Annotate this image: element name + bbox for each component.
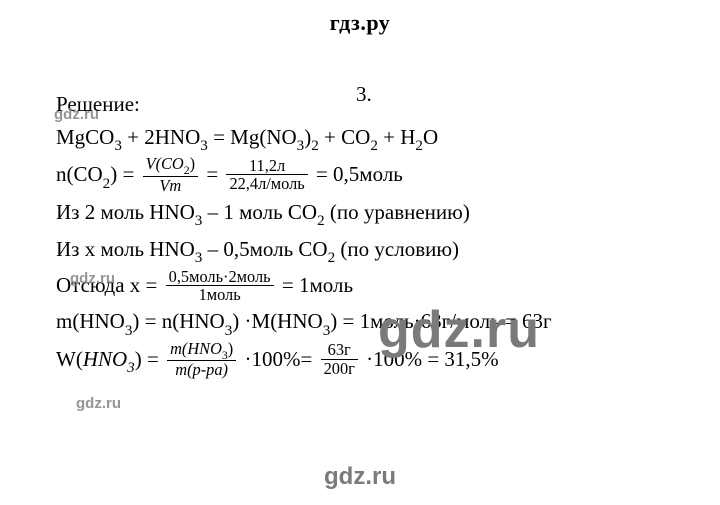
w-line: W(HNO3) = m(HNO3)m(р-ра) ·100%= 63г200г … [56, 342, 676, 381]
txt: 11,2л [226, 157, 307, 174]
watermark-footer: gdz.ru [0, 463, 720, 491]
x-line: Отсюда x = 0,5моль·2моль1моль = 1моль [56, 269, 676, 305]
txt: ) = [110, 162, 139, 186]
sub: 2 [328, 250, 336, 266]
ratio-line-2: Из x моль HNO3 – 0,5моль CO2 (по условию… [56, 233, 676, 270]
txt: = [201, 162, 223, 186]
txt: = Mg(NO [208, 125, 297, 149]
txt: m(HNO [170, 339, 222, 358]
sub: 3 [195, 213, 203, 229]
txt: (по уравнению) [325, 200, 470, 224]
txt: Отсюда x = [56, 273, 163, 297]
watermark-footer-text: gdz.ru [324, 463, 396, 490]
txt: ) ·M(HNO [232, 309, 322, 333]
sub: 3 [125, 323, 133, 339]
txt: ) = [135, 347, 164, 371]
txt: O [423, 125, 438, 149]
txt: m(HNO [56, 309, 125, 333]
txt: ) = n(HNO [132, 309, 224, 333]
txt: ) [190, 154, 195, 173]
txt: Из x моль HNO [56, 237, 195, 261]
txt: ·100% = 31,5% [361, 347, 499, 371]
solution-label: Решение: [56, 88, 676, 121]
sub: 3 [225, 323, 233, 339]
fraction: 63г200г [321, 341, 358, 376]
fraction: V(CO2) Vm [143, 155, 199, 194]
ratio-line-1: Из 2 моль HNO3 – 1 моль CO2 (по уравнени… [56, 196, 676, 233]
txt: 1моль [166, 285, 274, 303]
txt: ) = 1моль·63г/моль = 63г [330, 309, 551, 333]
txt: – 0,5моль CO [202, 237, 327, 261]
mass-line: m(HNO3) = n(HNO3) ·M(HNO3) = 1моль·63г/м… [56, 305, 676, 342]
sub: 3 [297, 138, 305, 154]
sub: 2 [370, 138, 378, 154]
txt: n(CO [56, 162, 103, 186]
sub: 2 [415, 138, 423, 154]
txt: HNO [83, 347, 127, 371]
sub: 2 [184, 163, 190, 177]
txt: m(р-ра) [167, 360, 236, 378]
sub: 3 [323, 323, 331, 339]
txt: = 1моль [277, 273, 353, 297]
txt: 22,4л/моль [226, 174, 307, 192]
sub: 3 [195, 250, 203, 266]
sub: 3 [127, 360, 135, 376]
txt: + CO [319, 125, 371, 149]
solution-body: Решение: MgCO3 + 2HNO3 = Mg(NO3)2 + CO2 … [56, 88, 676, 381]
sub: 3 [200, 138, 208, 154]
txt: – 1 моль CO [202, 200, 317, 224]
sub: 2 [103, 176, 111, 192]
txt: ·100%= [239, 347, 317, 371]
txt: = 0,5моль [311, 162, 403, 186]
txt: V(CO [146, 154, 184, 173]
txt: Vm [143, 176, 199, 194]
sub: 2 [317, 213, 325, 229]
site-header: гдз.ру [0, 0, 720, 36]
txt: W( [56, 347, 83, 371]
sub: 3 [222, 348, 228, 362]
txt: ) [228, 339, 233, 358]
txt: + 2HNO [122, 125, 200, 149]
txt: 63г [321, 341, 358, 358]
txt: 0,5моль·2моль [166, 268, 274, 285]
sub: 2 [311, 138, 319, 154]
sub: 3 [114, 138, 122, 154]
equation-line: MgCO3 + 2HNO3 = Mg(NO3)2 + CO2 + H2O [56, 121, 676, 158]
txt: Из 2 моль HNO [56, 200, 195, 224]
txt: + H [378, 125, 416, 149]
txt: MgCO [56, 125, 114, 149]
fraction: m(HNO3) m(р-ра) [167, 340, 236, 379]
txt: 200г [321, 359, 358, 377]
watermark-small: gdz.ru [76, 395, 121, 412]
fraction: 0,5моль·2моль1моль [166, 268, 274, 303]
fraction: 11,2л22,4л/моль [226, 157, 307, 192]
n-co2-line: n(CO2) = V(CO2)Vm = 11,2л22,4л/моль = 0,… [56, 157, 676, 196]
txt: (по условию) [335, 237, 459, 261]
